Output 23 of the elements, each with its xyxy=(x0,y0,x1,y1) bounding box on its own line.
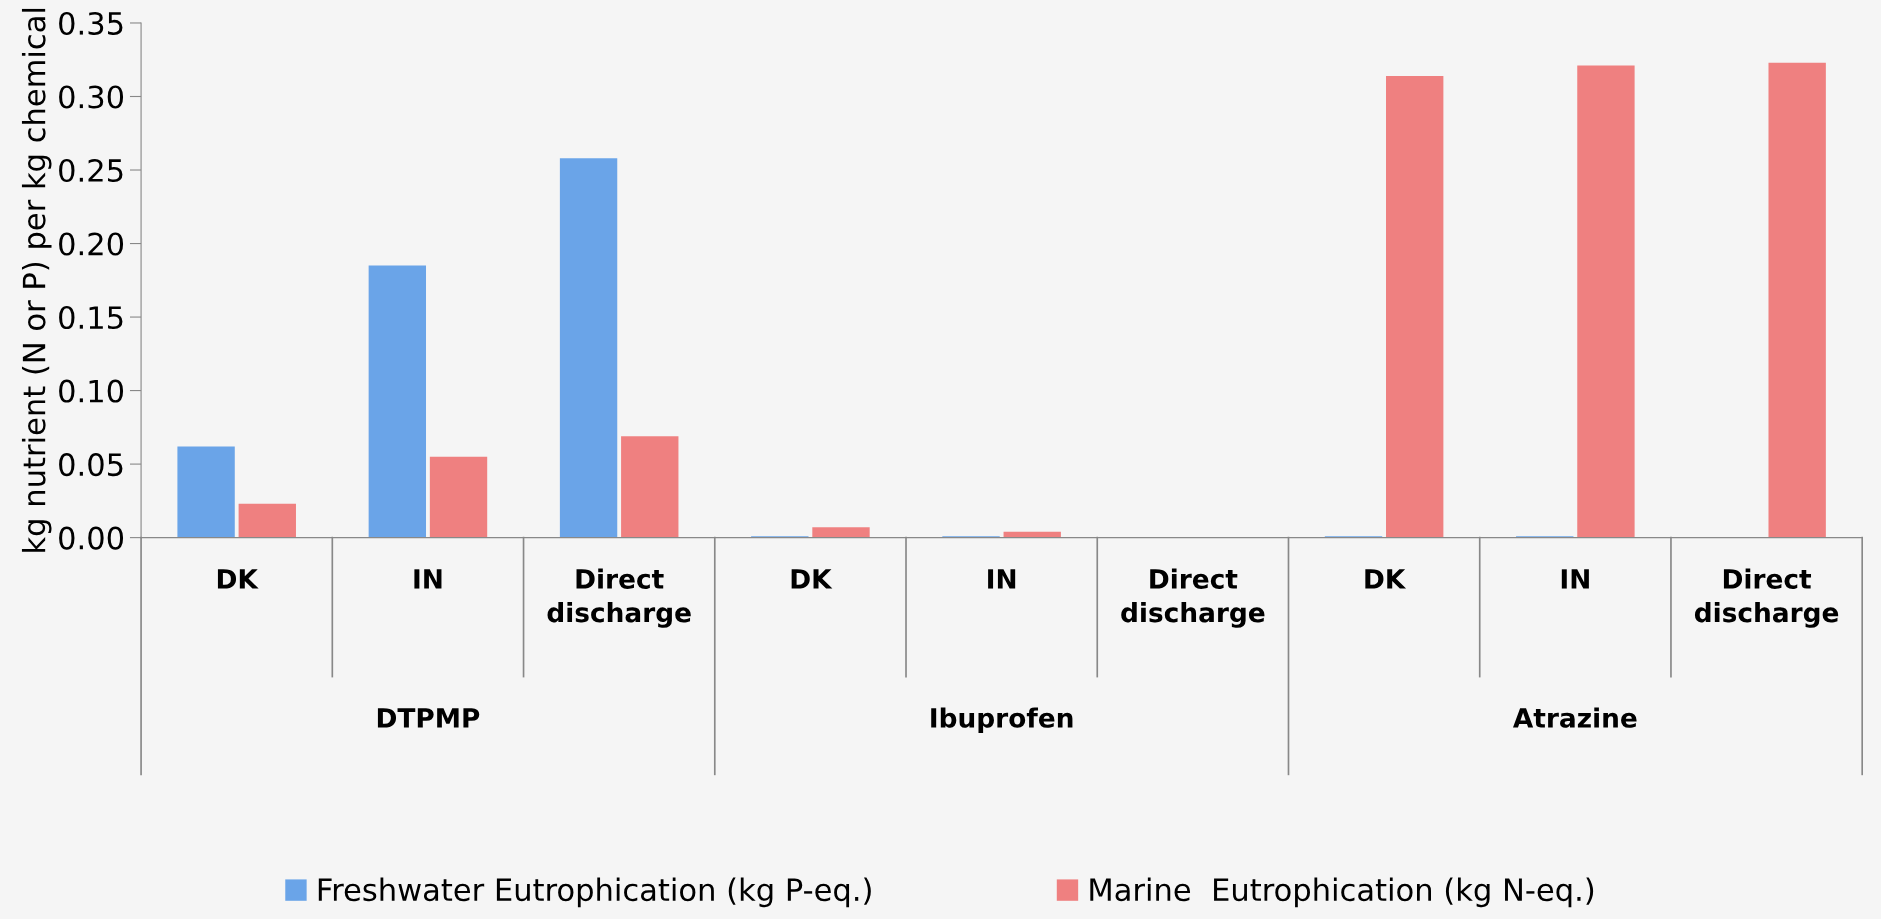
text: Ibuprofen xyxy=(931,707,1073,733)
x-tick-label: DK xyxy=(791,569,833,589)
y-axis-title: kg nutrient (N or P) per kg chemical xyxy=(21,8,52,552)
y-tick-label: 0.35 xyxy=(59,11,123,36)
legend-label: Freshwater Eutrophication (kg P-eq.) xyxy=(318,877,871,908)
x-tick-label: Direct discharge xyxy=(1694,568,1839,628)
text: DTPMP xyxy=(377,708,480,728)
y-tick-label: 0.20 xyxy=(59,232,124,256)
y-tick-label: 0.15 xyxy=(59,305,123,330)
y-tick-label: 0.10 xyxy=(59,379,124,403)
y-tick-label: 0.05 xyxy=(59,453,123,477)
x-tick-label: IN xyxy=(414,569,442,589)
x-tick-label: IN xyxy=(988,569,1016,589)
x-tick-label: DK xyxy=(217,569,259,589)
x-tick-label: Direct discharge xyxy=(1121,568,1265,628)
x-tick-label: DK xyxy=(1365,569,1407,589)
y-tick-label: 0.25 xyxy=(59,158,123,183)
x-tick-label: IN xyxy=(1561,569,1589,589)
x-tick-label: Direct discharge xyxy=(547,568,691,628)
legend-label: Marine Eutrophication (kg N-eq.) xyxy=(1090,877,1594,908)
text: Atrazine xyxy=(1512,707,1637,728)
y-tick-label: 0.00 xyxy=(59,526,124,550)
y-tick-label: 0.30 xyxy=(59,85,124,109)
